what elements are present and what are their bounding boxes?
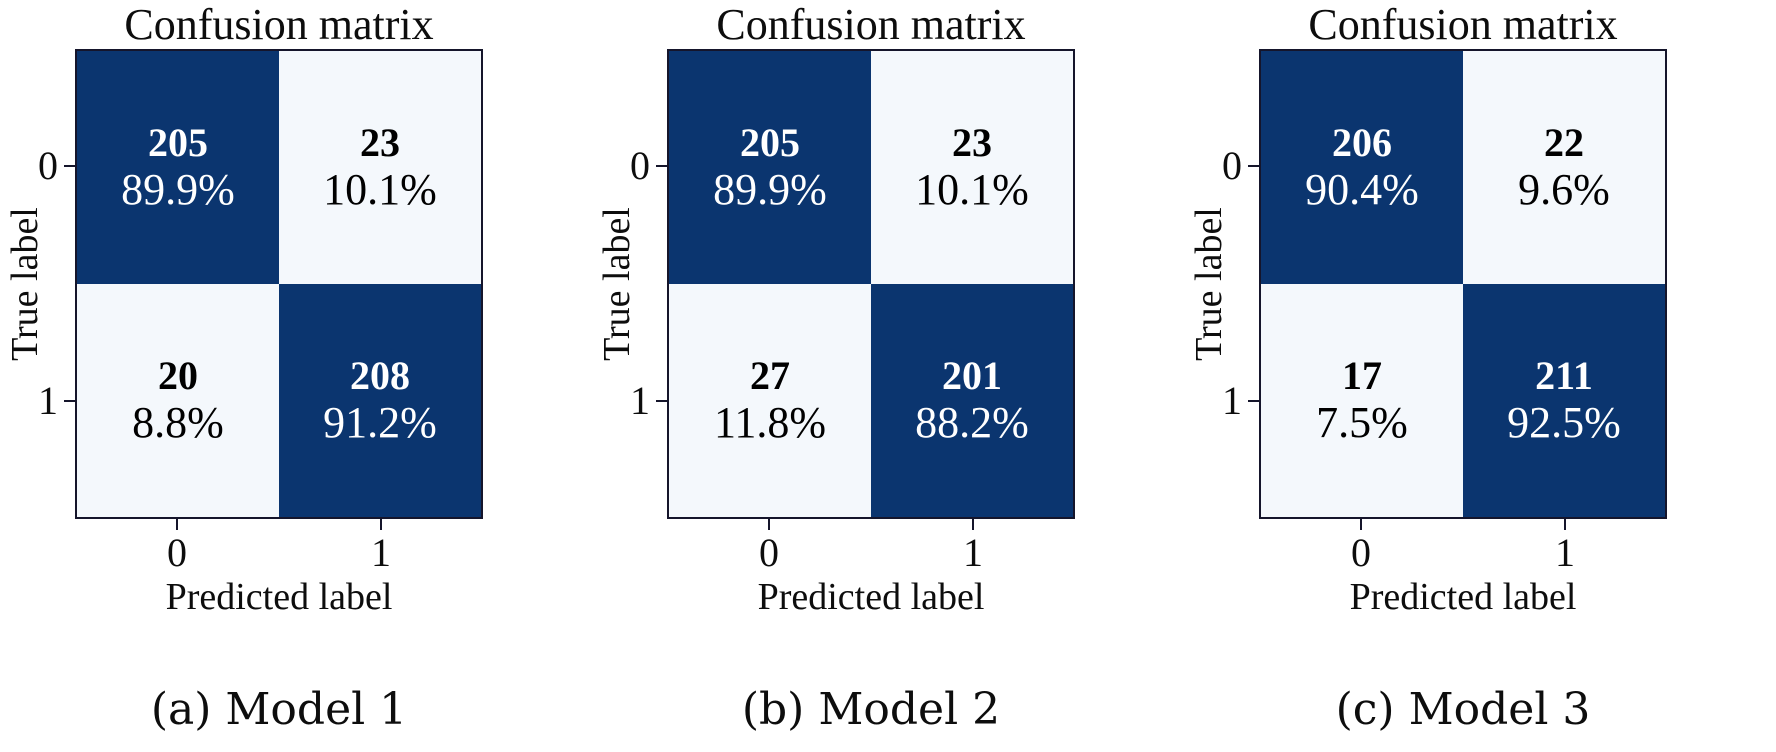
- y-tick-label-0: 0: [38, 143, 58, 188]
- y-tick-mark: [656, 400, 667, 402]
- cell-true0-pred0: 205 89.9%: [669, 51, 871, 284]
- confusion-matrix-panel-b: Confusion matrix True label 0 1 205 89.9…: [592, 0, 1184, 752]
- x-axis-label: Predicted label: [1349, 576, 1577, 618]
- subfigure-caption: (c) Model 3: [1335, 684, 1591, 735]
- y-tick-mark: [1248, 165, 1259, 167]
- cell-true1-pred0: 17 7.5%: [1261, 284, 1463, 517]
- cell-percent: 88.2%: [915, 397, 1029, 447]
- chart-title: Confusion matrix: [716, 0, 1026, 49]
- cell-true1-pred1: 211 92.5%: [1463, 284, 1665, 517]
- cell-percent: 7.5%: [1316, 397, 1408, 447]
- x-tick-mark: [768, 519, 770, 530]
- confusion-matrix-grid: 205 89.9% 23 10.1% 20 8.8% 208 91.2%: [75, 49, 483, 519]
- cell-count: 201: [942, 352, 1002, 398]
- x-tick-label-0: 0: [759, 530, 779, 575]
- cell-percent: 90.4%: [1305, 164, 1419, 214]
- x-tick-label-1: 1: [963, 530, 983, 575]
- y-axis-label: True label: [596, 207, 638, 361]
- x-tick-mark: [176, 519, 178, 530]
- cell-true0-pred0: 205 89.9%: [77, 51, 279, 284]
- cell-count: 206: [1332, 119, 1392, 165]
- confusion-matrix-grid: 205 89.9% 23 10.1% 27 11.8% 201 88.2%: [667, 49, 1075, 519]
- cell-percent: 9.6%: [1518, 164, 1610, 214]
- confusion-matrix-grid: 206 90.4% 22 9.6% 17 7.5% 211 92.5%: [1259, 49, 1667, 519]
- cell-percent: 89.9%: [713, 164, 827, 214]
- cell-true0-pred1: 23 10.1%: [279, 51, 481, 284]
- x-axis-label: Predicted label: [757, 576, 985, 618]
- cell-true1-pred1: 201 88.2%: [871, 284, 1073, 517]
- cell-count: 20: [158, 352, 198, 398]
- cell-count: 23: [952, 119, 992, 165]
- x-axis-label: Predicted label: [165, 576, 393, 618]
- cell-true0-pred0: 206 90.4%: [1261, 51, 1463, 284]
- cell-percent: 89.9%: [121, 164, 235, 214]
- cell-count: 23: [360, 119, 400, 165]
- x-tick-mark: [1564, 519, 1566, 530]
- confusion-matrix-panel-c: Confusion matrix True label 0 1 206 90.4…: [1184, 0, 1776, 752]
- cell-true1-pred0: 27 11.8%: [669, 284, 871, 517]
- x-tick-mark: [1360, 519, 1362, 530]
- y-tick-mark: [64, 165, 75, 167]
- cell-percent: 8.8%: [132, 397, 224, 447]
- cell-count: 211: [1535, 352, 1593, 398]
- y-tick-mark: [1248, 400, 1259, 402]
- cell-count: 205: [740, 119, 800, 165]
- cell-true1-pred0: 20 8.8%: [77, 284, 279, 517]
- subfigure-caption: (b) Model 2: [741, 684, 1001, 735]
- cell-count: 17: [1342, 352, 1382, 398]
- cell-percent: 92.5%: [1507, 397, 1621, 447]
- x-tick-mark: [380, 519, 382, 530]
- x-tick-label-1: 1: [371, 530, 391, 575]
- cell-count: 205: [148, 119, 208, 165]
- y-tick-mark: [656, 165, 667, 167]
- cell-percent: 11.8%: [713, 397, 827, 447]
- cell-percent: 91.2%: [323, 397, 437, 447]
- cell-count: 27: [750, 352, 790, 398]
- confusion-matrix-panel-a: Confusion matrix True label 0 1 205 89.9…: [0, 0, 592, 752]
- cell-percent: 10.1%: [323, 164, 437, 214]
- y-axis-label: True label: [4, 207, 46, 361]
- cell-count: 22: [1544, 119, 1584, 165]
- y-tick-label-0: 0: [630, 143, 650, 188]
- chart-title: Confusion matrix: [1308, 0, 1618, 49]
- x-tick-mark: [972, 519, 974, 530]
- chart-title: Confusion matrix: [124, 0, 434, 49]
- cell-true0-pred1: 22 9.6%: [1463, 51, 1665, 284]
- y-axis-label: True label: [1188, 207, 1230, 361]
- cell-true1-pred1: 208 91.2%: [279, 284, 481, 517]
- x-tick-label-0: 0: [167, 530, 187, 575]
- y-tick-label-1: 1: [1222, 378, 1242, 423]
- x-tick-label-1: 1: [1555, 530, 1575, 575]
- y-tick-label-0: 0: [1222, 143, 1242, 188]
- cell-true0-pred1: 23 10.1%: [871, 51, 1073, 284]
- cell-percent: 10.1%: [915, 164, 1029, 214]
- y-tick-mark: [64, 400, 75, 402]
- y-tick-label-1: 1: [38, 378, 58, 423]
- y-tick-label-1: 1: [630, 378, 650, 423]
- subfigure-caption: (a) Model 1: [150, 684, 408, 735]
- x-tick-label-0: 0: [1351, 530, 1371, 575]
- cell-count: 208: [350, 352, 410, 398]
